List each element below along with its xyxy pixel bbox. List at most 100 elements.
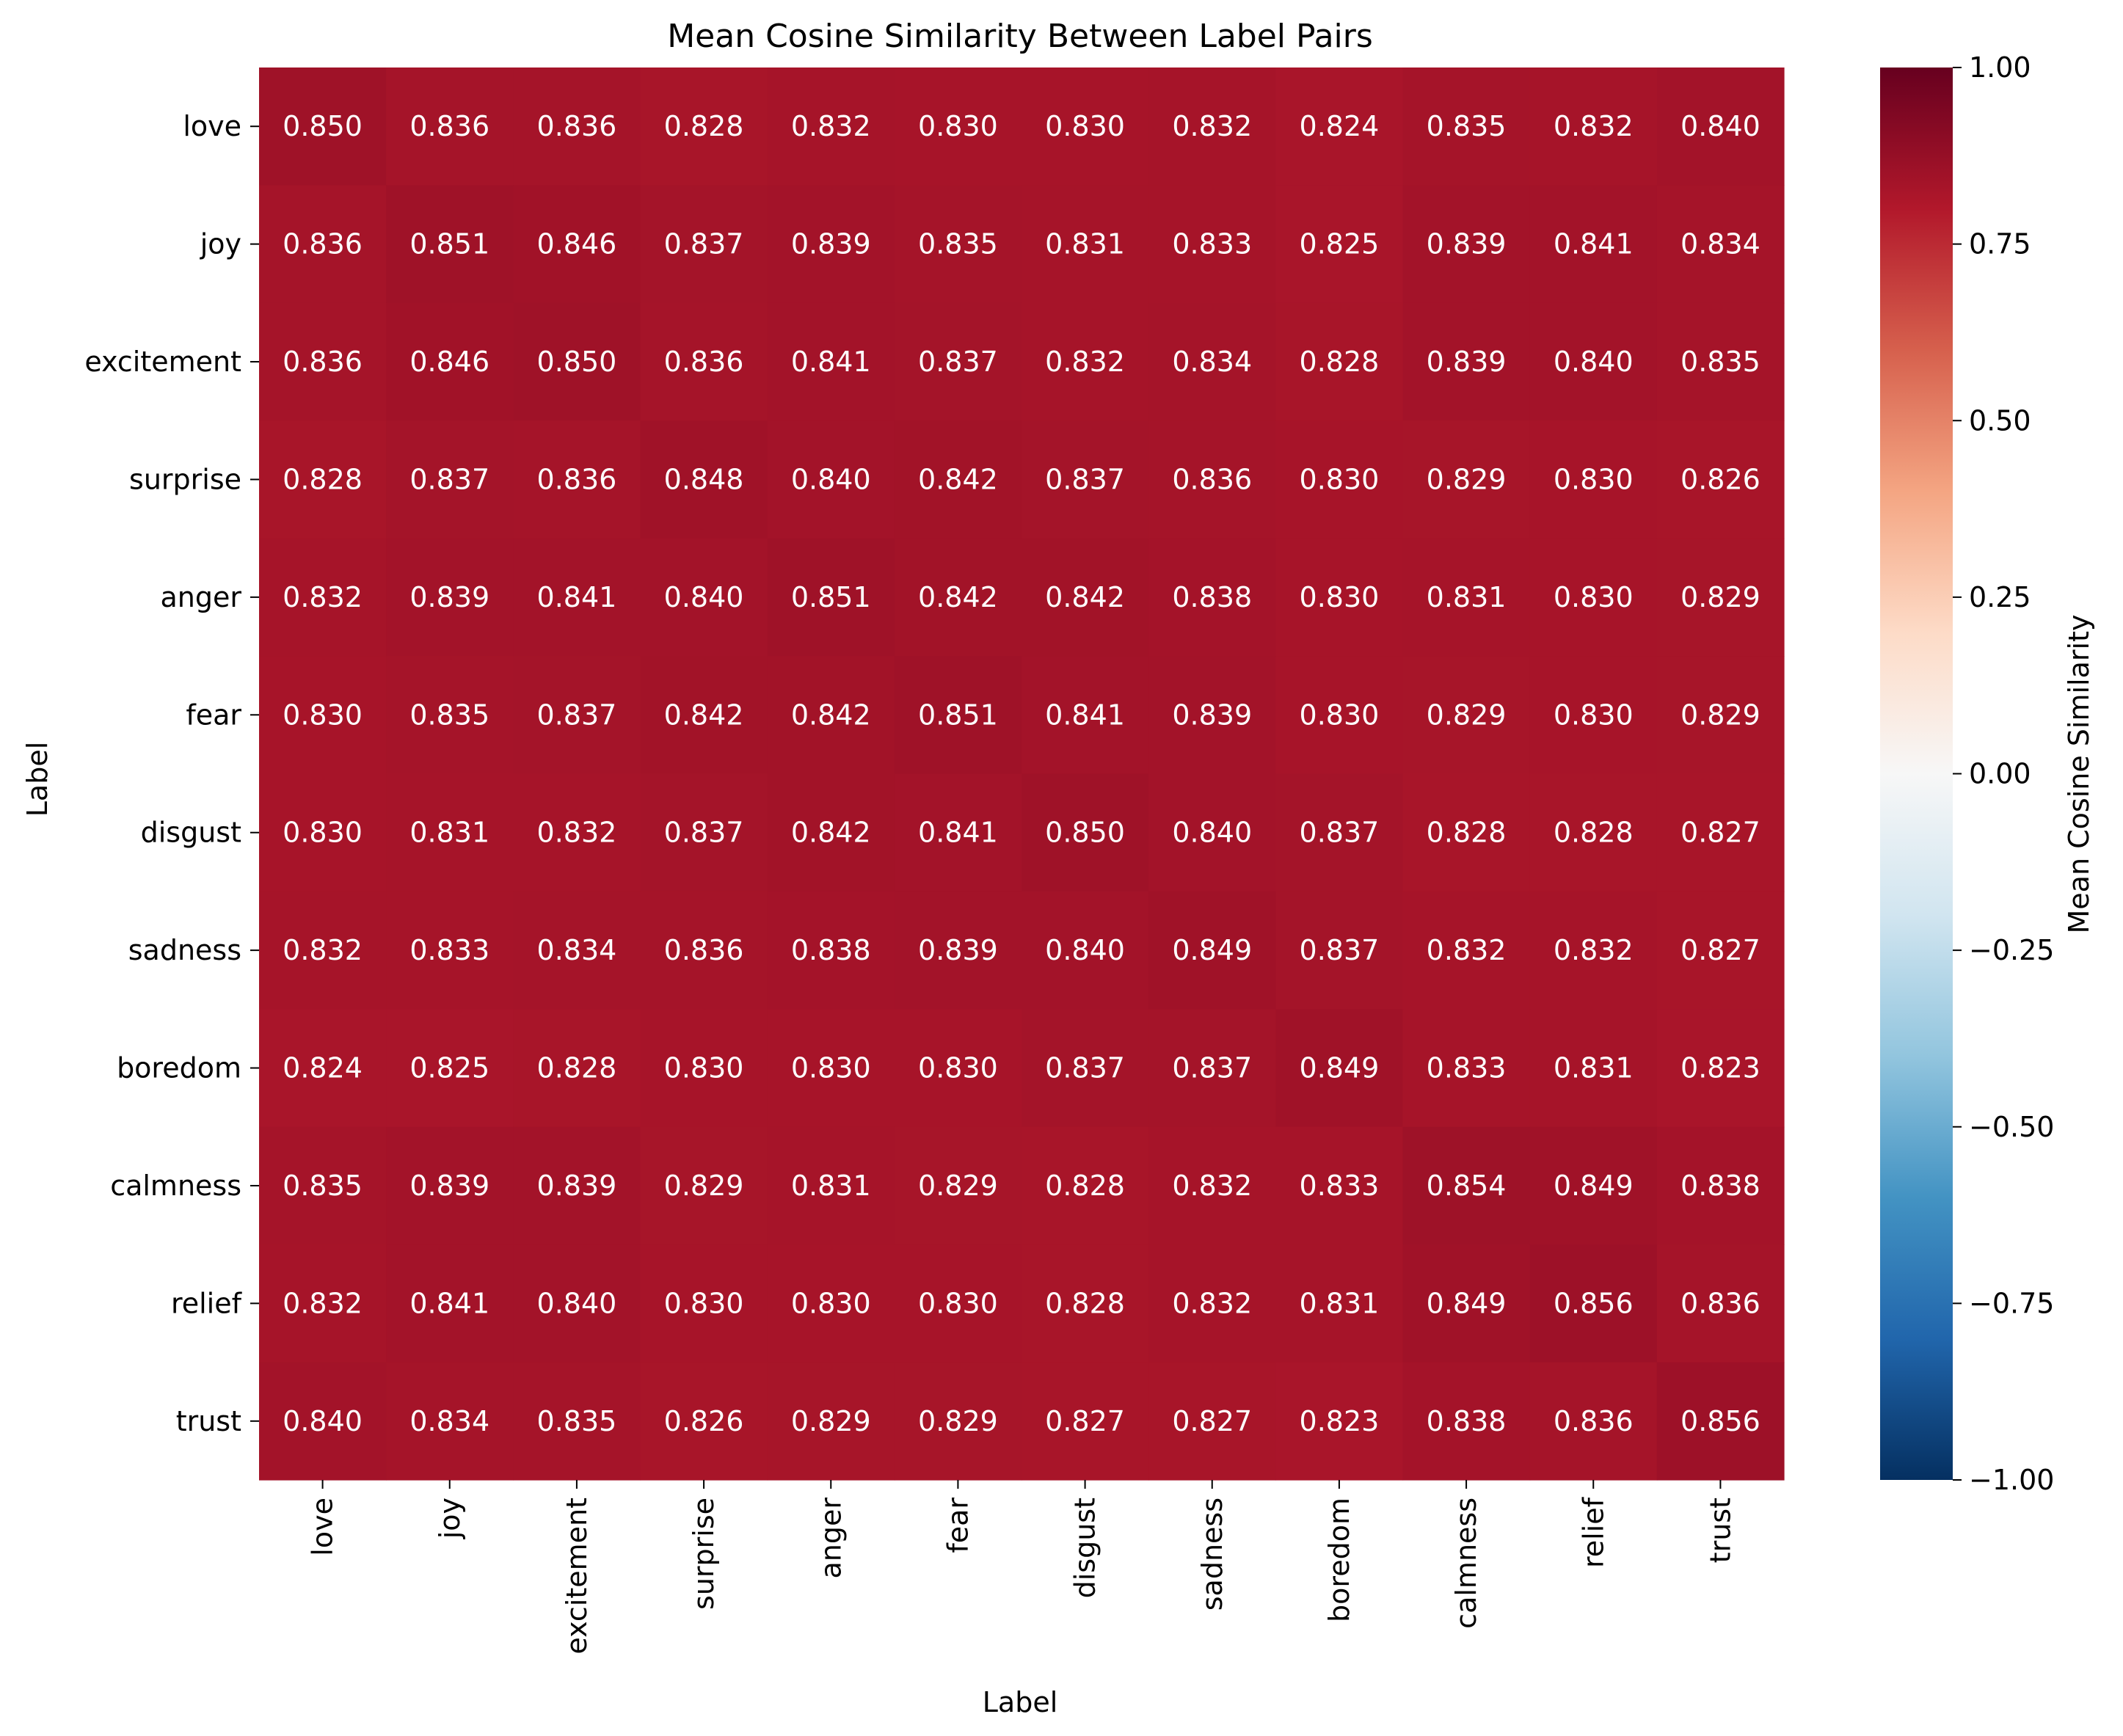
heatmap-cell xyxy=(1402,538,1531,657)
x-tick-label: excitement xyxy=(561,1498,593,1655)
heatmap-cell xyxy=(513,1126,641,1245)
heatmap-cell xyxy=(513,185,641,304)
heatmap-cell xyxy=(513,68,641,186)
y-tick-label: calmness xyxy=(110,1170,241,1202)
cell-value-label: 0.830 xyxy=(918,1052,998,1084)
cell-value-label: 0.830 xyxy=(918,1287,998,1319)
cell-value-label: 0.839 xyxy=(791,228,871,260)
heatmap-cell xyxy=(1275,1362,1404,1481)
y-axis: love joy excitement surprise anger fear disgus… xyxy=(84,110,259,1437)
cell-value-label: 0.832 xyxy=(1172,110,1252,142)
cell-value-label: 0.831 xyxy=(1554,1052,1634,1084)
cell-value-label: 0.837 xyxy=(664,228,744,260)
heatmap-cell xyxy=(259,420,387,539)
cell-value-label: 0.837 xyxy=(1045,1052,1125,1084)
heatmap-cell xyxy=(1656,656,1785,775)
y-tick-label: excitement xyxy=(84,346,241,378)
cell-value-label: 0.830 xyxy=(283,817,363,849)
heatmap-cell xyxy=(894,891,1022,1010)
cell-value-label: 0.841 xyxy=(537,581,617,613)
heatmap-cell xyxy=(640,1009,768,1128)
cell-value-label: 0.838 xyxy=(1172,581,1252,613)
colorbar-tick-label: −0.50 xyxy=(1969,1111,2054,1143)
colorbar-ticks: 1.00 0.75 0.50 0.25 0.00 −0.25 −0.50 −0.75 −1.00 xyxy=(1953,51,2054,1496)
heatmap-cell xyxy=(1022,185,1149,304)
cell-value-label: 0.831 xyxy=(1300,1287,1380,1319)
y-tick-label: love xyxy=(183,110,241,142)
heatmap-cell xyxy=(1529,420,1658,539)
cell-value-label: 0.834 xyxy=(1172,346,1252,378)
cell-value-label: 0.837 xyxy=(1300,817,1380,849)
cell-value-label: 0.840 xyxy=(1172,817,1252,849)
cell-value-label: 0.850 xyxy=(537,346,617,378)
cell-value-label: 0.830 xyxy=(791,1287,871,1319)
cell-value-label: 0.839 xyxy=(409,1170,489,1202)
cell-value-label: 0.839 xyxy=(537,1170,617,1202)
cell-value-label: 0.832 xyxy=(283,1287,363,1319)
heatmap-cell xyxy=(1148,656,1276,775)
heatmap-cell xyxy=(1275,773,1404,892)
cell-value-label: 0.828 xyxy=(1427,817,1507,849)
cell-value-label: 0.836 xyxy=(664,934,744,966)
x-tick-label: calmness xyxy=(1450,1498,1482,1629)
heatmap-cell xyxy=(767,68,895,186)
heatmap-cell xyxy=(1529,538,1658,657)
heatmap-cell xyxy=(259,656,387,775)
cell-value-label: 0.838 xyxy=(791,934,871,966)
heatmap-cell xyxy=(1529,302,1658,421)
heatmap-cell xyxy=(513,1244,641,1363)
cell-value-label: 0.824 xyxy=(283,1052,363,1084)
cell-value-label: 0.837 xyxy=(918,346,998,378)
heatmap-cell xyxy=(640,68,768,186)
x-tick-label: love xyxy=(307,1498,339,1556)
cell-value-label: 0.849 xyxy=(1427,1287,1507,1319)
cell-value-label: 0.854 xyxy=(1427,1170,1507,1202)
heatmap-cell xyxy=(386,891,514,1010)
cell-value-label: 0.830 xyxy=(1300,699,1380,731)
cell-value-label: 0.838 xyxy=(1680,1170,1760,1202)
heatmap-cell xyxy=(1022,656,1149,775)
cell-value-label: 0.831 xyxy=(1427,581,1507,613)
heatmap-cell xyxy=(1529,1126,1658,1245)
heatmap-cell xyxy=(894,185,1022,304)
heatmap-cell xyxy=(894,68,1022,186)
cell-value-label: 0.850 xyxy=(283,110,363,142)
heatmap-cell xyxy=(1148,1362,1276,1481)
cell-value-label: 0.836 xyxy=(283,228,363,260)
cell-value-label: 0.830 xyxy=(283,699,363,731)
heatmap-cell xyxy=(1529,773,1658,892)
y-tick-label: surprise xyxy=(129,463,241,495)
heatmap-cell xyxy=(767,773,895,892)
cell-value-label: 0.840 xyxy=(791,463,871,495)
heatmap-cell xyxy=(894,302,1022,421)
x-tick-label: sadness xyxy=(1196,1498,1228,1611)
cell-value-label: 0.849 xyxy=(1300,1052,1380,1084)
heatmap-cell-labels: 0.850 0.836 0.836 0.828 0.832 0.830 0.830 0.832… xyxy=(283,110,1760,1437)
heatmap-cell xyxy=(1148,538,1276,657)
heatmap-cell xyxy=(386,538,514,657)
heatmap-cell xyxy=(259,1362,387,1481)
cell-value-label: 0.830 xyxy=(664,1287,744,1319)
heatmap-cell xyxy=(1275,1126,1404,1245)
heatmap-cell xyxy=(1148,891,1276,1010)
heatmap-cell xyxy=(767,891,895,1010)
y-tick-label: joy xyxy=(200,228,241,260)
cell-value-label: 0.835 xyxy=(537,1405,617,1437)
y-tick-label: trust xyxy=(176,1405,241,1437)
heatmap-cell xyxy=(1022,1244,1149,1363)
heatmap-cell xyxy=(767,302,895,421)
heatmap-cell xyxy=(640,420,768,539)
cell-value-label: 0.851 xyxy=(409,228,489,260)
heatmap-cell xyxy=(767,420,895,539)
cell-value-label: 0.830 xyxy=(1554,699,1634,731)
cell-value-label: 0.830 xyxy=(664,1052,744,1084)
heatmap-cell xyxy=(1022,420,1149,539)
cell-value-label: 0.825 xyxy=(409,1052,489,1084)
colorbar xyxy=(1880,68,1953,1480)
heatmap-cell xyxy=(1402,1009,1531,1128)
cell-value-label: 0.832 xyxy=(537,817,617,849)
cell-value-label: 0.836 xyxy=(1680,1287,1760,1319)
heatmap-cell xyxy=(1148,1126,1276,1245)
cell-value-label: 0.830 xyxy=(1300,581,1380,613)
heatmap-cell xyxy=(259,185,387,304)
